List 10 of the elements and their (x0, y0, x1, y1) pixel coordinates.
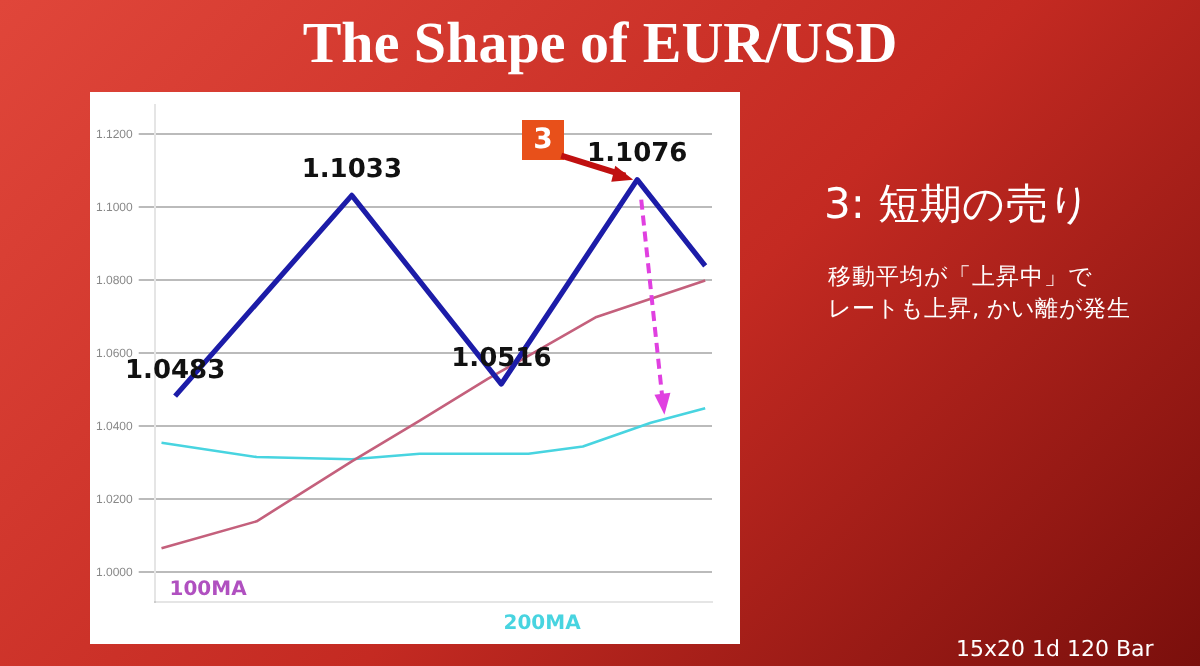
text: 3: 短期の売り (824, 178, 1093, 232)
data-label: 1.1076 (587, 139, 688, 170)
series-label: 100MA (169, 579, 248, 602)
text: レートも上昇, かい離が発生 (828, 294, 1131, 324)
text: 200MA (503, 612, 582, 635)
chart-title: The Shape of EUR/USD (300, 12, 900, 78)
text: 移動平均が「上昇中」で (828, 262, 1092, 292)
data-label: 1.1033 (301, 155, 402, 186)
annotation: 3 (521, 119, 565, 160)
text: 15x20 1d 120 Bar (956, 636, 1154, 662)
